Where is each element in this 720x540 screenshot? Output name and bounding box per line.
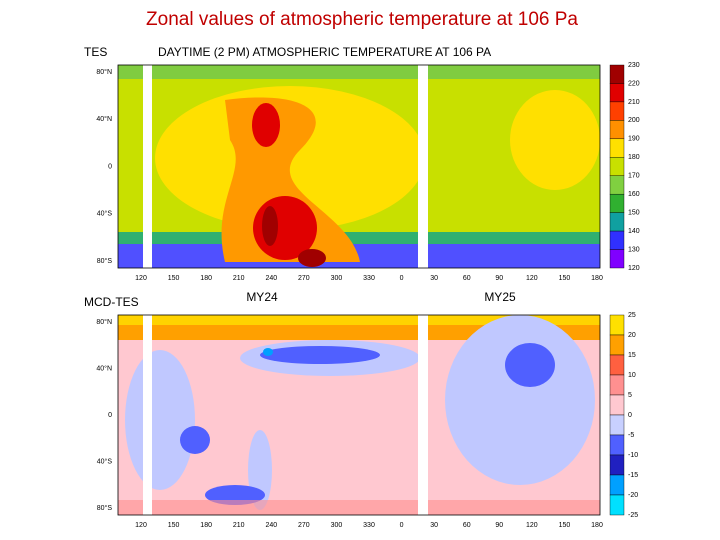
colorbar-label: 190 [628,136,640,143]
colorbar-label: 170 [628,173,640,180]
colorbar-label: 15 [628,352,636,359]
x-tick-label: 120 [135,522,147,529]
x-tick-label: 30 [430,275,438,282]
year-label: MY24 [246,290,278,304]
colorbar-label: -15 [628,472,638,479]
year-label: MY25 [484,290,516,304]
colorbar-label: 5 [628,392,632,399]
colorbar-label: 230 [628,62,640,69]
x-tick-label: 270 [298,275,310,282]
colorbar-box [609,157,625,176]
colorbar-box [609,414,625,436]
colorbar-box [609,374,625,396]
panel-label: MCD-TES [84,295,139,309]
colorbar-box [609,249,625,269]
x-tick-label: 120 [526,275,538,282]
x-tick-label: 210 [233,275,245,282]
x-tick-label: 300 [331,522,343,529]
y-tick-label: 80°N [96,318,112,326]
x-tick-label: 150 [559,275,571,282]
x-tick-label: 330 [363,275,375,282]
x-tick-label: 120 [135,275,147,282]
colorbar-label: 140 [628,228,640,235]
colorbar-box [609,434,625,456]
colorbar-label: 180 [628,154,640,161]
y-tick-label: 40°N [96,115,112,123]
x-tick-label: 30 [430,522,438,529]
y-tick-label: 80°S [97,257,113,265]
x-tick-label: 180 [591,275,603,282]
colorbar-label: 120 [628,265,640,272]
colorbar-label: -20 [628,492,638,499]
colorbar-box [609,354,625,376]
colorbar-box [609,394,625,416]
colorbar-box [609,494,625,516]
colorbar-label: 160 [628,191,640,198]
colorbar-label: 25 [628,312,636,319]
top-field [117,64,601,269]
colorbar-label: 200 [628,117,640,124]
colorbar-box [609,120,625,140]
panel-heading: DAYTIME (2 PM) ATMOSPHERIC TEMPERATURE A… [158,45,491,59]
y-tick-label: 0 [108,412,112,419]
x-tick-label: 300 [331,275,343,282]
panel-label: TES [84,45,107,59]
colorbar-box [609,138,625,158]
x-tick-label: 60 [463,275,471,282]
x-tick-label: 60 [463,522,471,529]
colorbar-label: 20 [628,332,636,339]
x-tick-label: 180 [591,522,603,529]
colorbar-box [609,83,625,103]
colorbar-label: 130 [628,246,640,253]
x-tick-label: 180 [200,275,212,282]
x-tick-label: 150 [559,522,571,529]
colorbar-label: -25 [628,512,638,519]
colorbar-box [609,230,625,250]
colorbar-box [609,64,625,84]
x-tick-label: 90 [495,275,503,282]
colorbar-box [609,193,625,213]
x-tick-label: 150 [168,522,180,529]
colorbar-box [609,175,625,195]
colorbar-label: 220 [628,80,640,87]
x-tick-label: 150 [168,275,180,282]
x-tick-label: 90 [495,522,503,529]
colorbar-label: 10 [628,372,636,379]
colorbar-label: -5 [628,432,634,439]
y-tick-label: 40°N [96,364,112,372]
x-tick-label: 240 [265,522,277,529]
colorbar-label: 210 [628,99,640,106]
bottom-field [117,314,601,516]
slide-title: Zonal values of atmospheric temperature … [146,9,578,30]
x-tick-label: 210 [233,522,245,529]
x-tick-label: 330 [363,522,375,529]
x-tick-label: 120 [526,522,538,529]
colorbar-box [609,334,625,356]
x-tick-label: 240 [265,275,277,282]
x-tick-label: 180 [200,522,212,529]
colorbar-box [609,454,625,476]
x-tick-label: 0 [400,275,404,282]
y-tick-label: 80°N [96,68,112,76]
x-tick-label: 270 [298,522,310,529]
colorbar-box [609,101,625,121]
colorbar-label: -10 [628,452,638,459]
colorbar-label: 0 [628,412,632,419]
colorbar-label: 150 [628,209,640,216]
y-tick-label: 40°S [97,210,113,218]
x-tick-label: 0 [400,522,404,529]
colorbar-box [609,212,625,232]
y-tick-label: 0 [108,163,112,170]
y-tick-label: 80°S [97,504,113,512]
y-tick-label: 40°S [97,457,113,465]
colorbar-box [609,474,625,496]
colorbar-box [609,314,625,336]
